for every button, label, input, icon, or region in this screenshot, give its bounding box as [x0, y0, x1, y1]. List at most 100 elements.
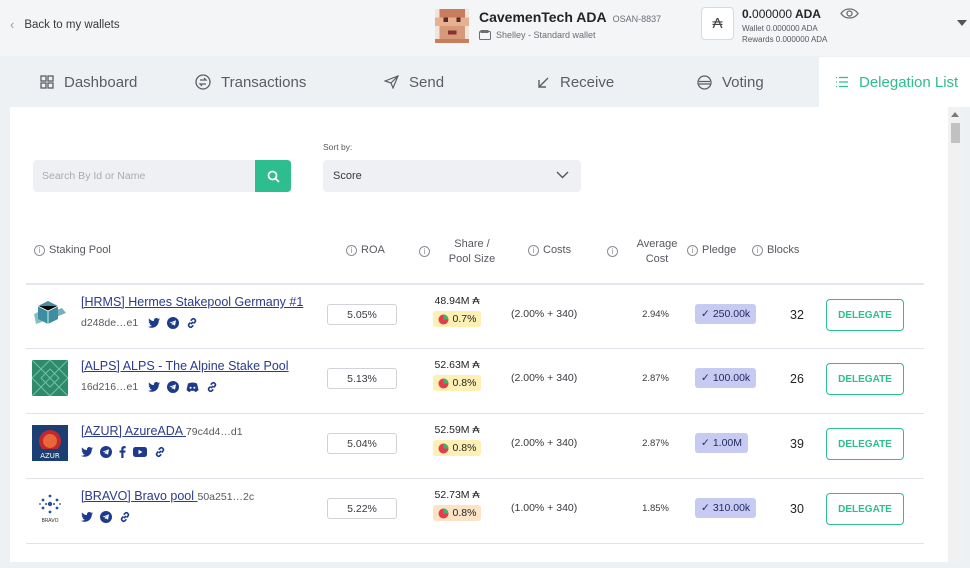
link-icon[interactable]: [206, 381, 218, 393]
pool-name-link[interactable]: [ALPS] ALPS - The Alpine Stake Pool: [81, 359, 289, 373]
pledge-badge: ✓ 1.00M: [695, 433, 748, 453]
blocks-value: 30: [790, 502, 804, 516]
tab-delegation-list[interactable]: Delegation List: [819, 57, 970, 107]
delegate-button[interactable]: DELEGATE: [826, 299, 904, 331]
wallet-tabs: Dashboard Transactions Send Receive Voti…: [10, 57, 970, 107]
wallet-plate: OSAN-8837: [612, 14, 662, 24]
pool-name-link[interactable]: [HRMS] Hermes Stakepool Germany #1: [81, 295, 304, 309]
info-icon: i: [607, 246, 618, 257]
pool-logo-hrms: [32, 296, 68, 332]
caret-down-icon[interactable]: [957, 20, 967, 26]
wallet-avatar: [435, 9, 469, 43]
col-average-cost[interactable]: Average Cost: [636, 238, 678, 265]
pool-logo-alps: [32, 360, 68, 396]
col-roa[interactable]: i ROA: [346, 244, 385, 256]
table-row: AZUR [AZUR] AzureADA 79c4d4…d1 5.04% 52.…: [26, 413, 924, 478]
roa-value: 5.05%: [327, 304, 397, 325]
send-icon: [384, 75, 399, 89]
table-row: BRAVO [BRAVO] Bravo pool 50a251…2c 5.22%…: [26, 478, 924, 543]
search-input[interactable]: [33, 160, 253, 192]
wallet-name: CavemenTech ADA: [479, 9, 607, 25]
discord-icon[interactable]: [186, 382, 199, 393]
pie-icon: [438, 378, 449, 388]
scrollbar-thumb[interactable]: [951, 123, 960, 143]
col-blocks[interactable]: i Blocks: [752, 244, 799, 256]
pie-icon: [438, 314, 449, 324]
table-row: [26, 543, 924, 562]
share-cell: 52.73M ₳ 0.8%: [424, 489, 490, 522]
pool-id: 50a251…2c: [197, 491, 255, 503]
search-button[interactable]: [255, 160, 291, 192]
tab-dashboard[interactable]: Dashboard: [10, 57, 165, 107]
average-cost-value: 2.87%: [642, 438, 669, 449]
delegate-button[interactable]: DELEGATE: [826, 493, 904, 525]
costs-value: (2.00% + 340): [511, 372, 578, 384]
balance-summary: ₳ 0.000000 ADA Wallet 0.000000 ADA Rewar…: [701, 7, 827, 45]
tab-send[interactable]: Send: [340, 57, 495, 107]
pledge-badge: ✓ 100.00k: [695, 368, 757, 388]
col-costs[interactable]: i Costs: [528, 244, 571, 256]
pool-size: 48.94M ₳: [434, 295, 480, 307]
youtube-icon[interactable]: [133, 447, 147, 457]
telegram-icon[interactable]: [167, 317, 179, 329]
wallet-balance: Wallet 0.000000 ADA: [742, 24, 818, 33]
pool-size: 52.63M ₳: [434, 359, 480, 371]
pool-socials: [148, 317, 198, 329]
telegram-icon[interactable]: [100, 511, 112, 523]
roa-value: 5.04%: [327, 433, 397, 454]
roa-value: 5.22%: [327, 498, 397, 519]
pool-logo-azur: AZUR: [32, 425, 68, 461]
pool-id: d248de…e1: [81, 317, 139, 329]
pool-size: 52.59M ₳: [434, 424, 480, 436]
pledge-badge: ✓ 310.00k: [695, 498, 757, 518]
wallet-identity: CavemenTech ADA OSAN-8837 Shelley - Stan…: [435, 9, 661, 43]
back-label: Back to my wallets: [24, 18, 120, 31]
col-staking-pool[interactable]: i Staking Pool: [34, 244, 111, 256]
scrollbar[interactable]: [948, 107, 962, 562]
pool-name-link[interactable]: [BRAVO] Bravo pool 50a251…2c: [81, 489, 255, 503]
share-cell: 48.94M ₳ 0.7%: [424, 295, 490, 328]
link-icon[interactable]: [154, 446, 166, 458]
roa-value: 5.13%: [327, 368, 397, 389]
delegate-button[interactable]: DELEGATE: [826, 363, 904, 395]
twitter-icon[interactable]: [81, 512, 93, 522]
delegate-button[interactable]: DELEGATE: [826, 428, 904, 460]
average-cost-value: 2.87%: [642, 373, 669, 384]
info-icon: i: [528, 244, 539, 256]
tab-transactions[interactable]: Transactions: [165, 57, 340, 107]
link-icon[interactable]: [119, 511, 131, 523]
twitter-icon[interactable]: [148, 382, 160, 392]
info-icon: i: [687, 244, 698, 256]
link-icon[interactable]: [186, 317, 198, 329]
blocks-value: 26: [790, 372, 804, 386]
pie-icon: [438, 508, 449, 518]
scroll-up-icon[interactable]: [951, 112, 959, 117]
voting-icon: [697, 74, 712, 90]
table-row: [HRMS] Hermes Stakepool Germany #1 d248d…: [26, 283, 924, 348]
info-icon: i: [752, 244, 763, 256]
search-box: [33, 160, 291, 192]
pool-logo-bravo: BRAVO: [32, 490, 68, 526]
telegram-icon[interactable]: [100, 446, 112, 458]
dashboard-icon: [40, 75, 54, 89]
share-badge: 0.8%: [432, 440, 482, 456]
tab-receive[interactable]: Receive: [495, 57, 660, 107]
col-share-pool-size[interactable]: Share / Pool Size: [448, 238, 496, 265]
info-icon: i: [34, 244, 45, 256]
eye-icon[interactable]: [840, 7, 859, 20]
twitter-icon[interactable]: [81, 447, 93, 457]
wallet-type-icon: [479, 30, 491, 40]
check-icon: ✓: [701, 372, 710, 384]
facebook-icon[interactable]: [119, 446, 126, 458]
sort-label: Sort by:: [323, 142, 353, 152]
transactions-icon: [195, 74, 211, 90]
telegram-icon[interactable]: [167, 381, 179, 393]
twitter-icon[interactable]: [148, 318, 160, 328]
blocks-value: 39: [790, 437, 804, 451]
receive-icon: [538, 77, 549, 88]
col-pledge[interactable]: i Pledge: [687, 244, 736, 256]
back-to-wallets-link[interactable]: ‹ Back to my wallets: [10, 17, 120, 32]
sort-select[interactable]: Score: [323, 160, 581, 192]
pool-name-link[interactable]: [AZUR] AzureADA 79c4d4…d1: [81, 424, 243, 438]
tab-voting[interactable]: Voting: [660, 57, 819, 107]
